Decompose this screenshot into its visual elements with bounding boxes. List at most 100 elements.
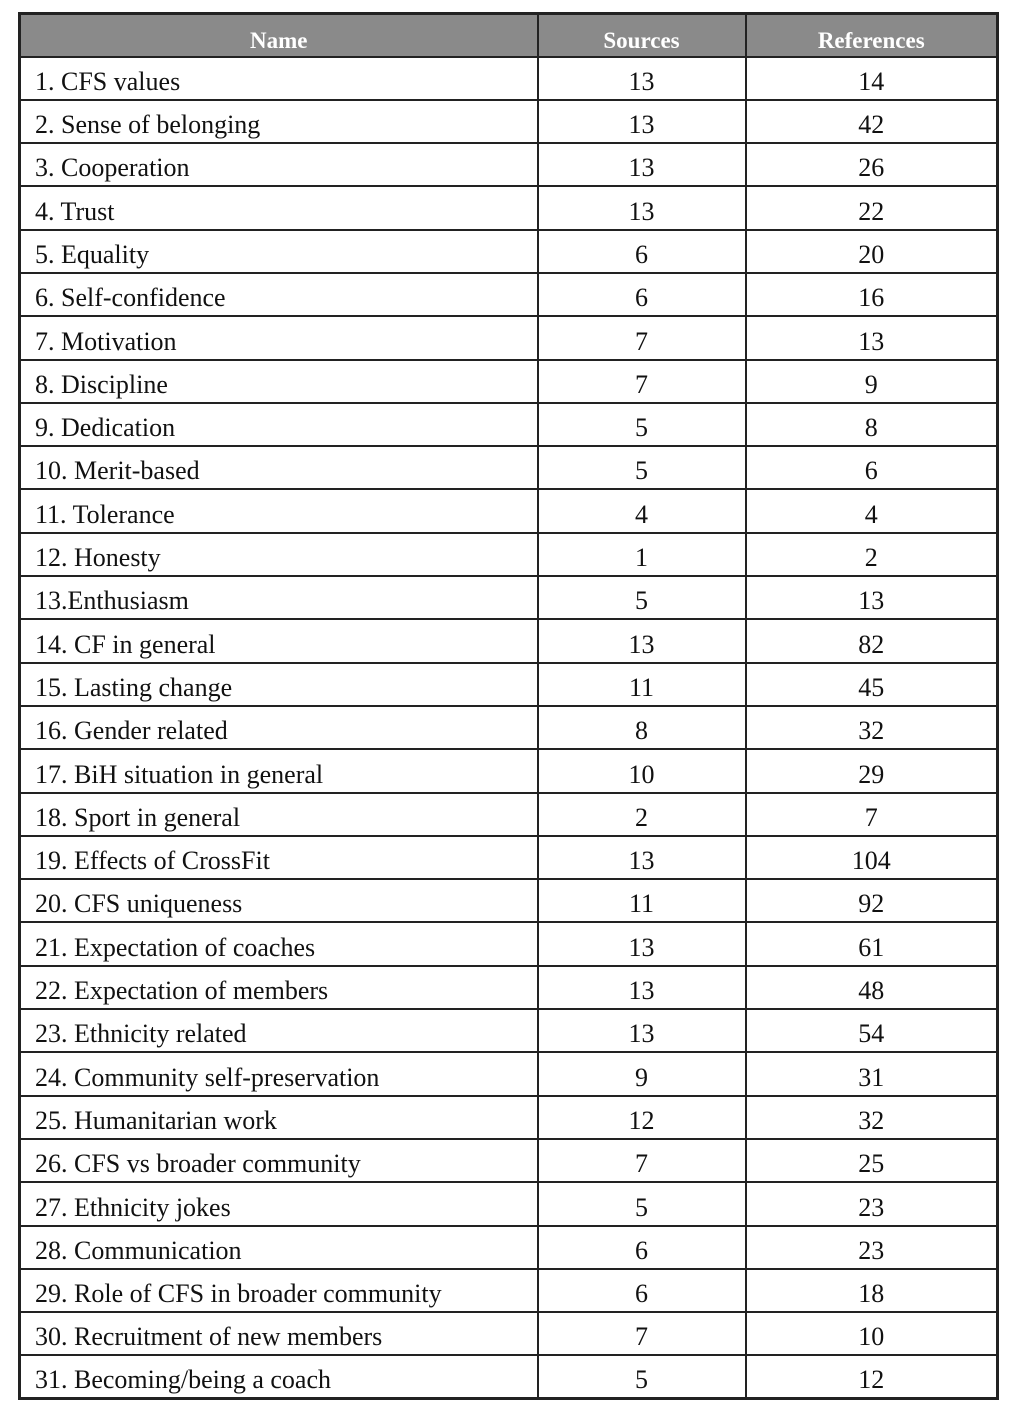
row-name: 12. Honesty [18,531,539,578]
row-count: 7 [536,1311,747,1357]
row-count: 5 [536,401,747,448]
row-count: 7 [536,1137,747,1184]
row-count: 22 [744,185,999,231]
table-row: 6. Self-confidence 6 16 [18,271,999,318]
table-row: 17. BiH situation in general 10 29 [18,748,999,794]
row-count: 13 [536,1008,747,1054]
row-count: 7 [744,791,999,837]
row-count: 104 [744,834,999,881]
table-row: 4. Trust 13 22 [18,185,999,231]
row-count: 6 [744,445,999,491]
row-count: 13 [536,55,747,101]
row-name: 25. Humanitarian work [18,1094,539,1140]
row-name: 26. CFS vs broader community [18,1137,539,1184]
table-row: 10. Merit-based 5 6 [18,445,999,491]
row-count: 23 [744,1181,999,1227]
row-count: 5 [536,575,747,621]
row-count: 82 [744,618,999,664]
row-count: 25 [744,1137,999,1184]
row-count: 12 [744,1354,999,1400]
row-name: 11. Tolerance [18,488,539,534]
table-row: 21. Expectation of coaches 13 61 [18,921,999,967]
row-name: 3. Cooperation [18,142,539,188]
row-count: 5 [536,1354,747,1400]
row-name: 10. Merit-based [18,445,539,491]
row-count: 13 [536,185,747,231]
row-count: 9 [744,358,999,404]
table-row: 3. Cooperation 13 26 [18,142,999,188]
row-count: 13 [536,618,747,664]
row-count: 2 [536,791,747,837]
table-row: 9. Dedication 5 8 [18,401,999,448]
row-count: 10 [744,1311,999,1357]
table-row: 24. Community self-preservation 9 31 [18,1051,999,1097]
row-name: 4. Trust [18,185,539,231]
column-header: References [744,12,999,58]
row-count: 13 [536,834,747,881]
row-name: 31. Becoming/being a coach [18,1354,539,1400]
table-row: 1. CFS values 13 14 [18,55,999,101]
table-row: 20. CFS uniqueness 11 92 [18,878,999,924]
table-row: 27. Ethnicity jokes 5 23 [18,1181,999,1227]
row-name: 30. Recruitment of new members [18,1311,539,1357]
row-count: 6 [536,1267,747,1314]
table-row: 26. CFS vs broader community 7 25 [18,1137,999,1184]
row-count: 29 [744,748,999,794]
row-count: 42 [744,98,999,145]
row-count: 6 [536,1224,747,1270]
row-count: 13 [536,98,747,145]
row-name: 29. Role of CFS in broader community [18,1267,539,1314]
row-count: 7 [536,358,747,404]
row-count: 31 [744,1051,999,1097]
row-name: 20. CFS uniqueness [18,878,539,924]
row-name: 6. Self-confidence [18,271,539,318]
column-header: Name [18,12,539,58]
row-name: 15. Lasting change [18,661,539,707]
row-count: 26 [744,142,999,188]
row-count: 61 [744,921,999,967]
row-name: 8. Discipline [18,358,539,404]
row-count: 4 [744,488,999,534]
row-count: 4 [536,488,747,534]
row-count: 20 [744,228,999,274]
row-count: 13 [744,315,999,361]
row-count: 16 [744,271,999,318]
row-name: 22. Expectation of members [18,964,539,1011]
table-row: 16. Gender related 8 32 [18,704,999,751]
row-count: 5 [536,445,747,491]
row-name: 23. Ethnicity related [18,1008,539,1054]
table-row: 7. Motivation 7 13 [18,315,999,361]
table-row: 15. Lasting change 11 45 [18,661,999,707]
table-row: 5. Equality 6 20 [18,228,999,274]
table-row: 8. Discipline 7 9 [18,358,999,404]
row-count: 6 [536,271,747,318]
row-count: 54 [744,1008,999,1054]
row-name: 17. BiH situation in general [18,748,539,794]
row-count: 23 [744,1224,999,1270]
row-count: 13 [536,964,747,1011]
table-row: 31. Becoming/being a coach 5 12 [18,1354,999,1400]
row-count: 32 [744,1094,999,1140]
table-row: 18. Sport in general 2 7 [18,791,999,837]
row-name: 5. Equality [18,228,539,274]
row-count: 11 [536,661,747,707]
table-row: 11. Tolerance 4 4 [18,488,999,534]
table-row: 22. Expectation of members 13 48 [18,964,999,1011]
row-count: 12 [536,1094,747,1140]
table-row: 23. Ethnicity related 13 54 [18,1008,999,1054]
row-name: 21. Expectation of coaches [18,921,539,967]
row-name: 19. Effects of CrossFit [18,834,539,881]
row-count: 48 [744,964,999,1011]
table-row: 29. Role of CFS in broader community 6 18 [18,1267,999,1314]
header-row: Name Sources References [18,12,999,58]
table-row: 13.Enthusiasm 5 13 [18,575,999,621]
row-count: 2 [744,531,999,578]
row-name: 9. Dedication [18,401,539,448]
table-row: 12. Honesty 1 2 [18,531,999,578]
row-name: 18. Sport in general [18,791,539,837]
row-name: 28. Communication [18,1224,539,1270]
row-count: 7 [536,315,747,361]
row-name: 7. Motivation [18,315,539,361]
row-count: 13 [744,575,999,621]
table-row: 28. Communication 6 23 [18,1224,999,1270]
